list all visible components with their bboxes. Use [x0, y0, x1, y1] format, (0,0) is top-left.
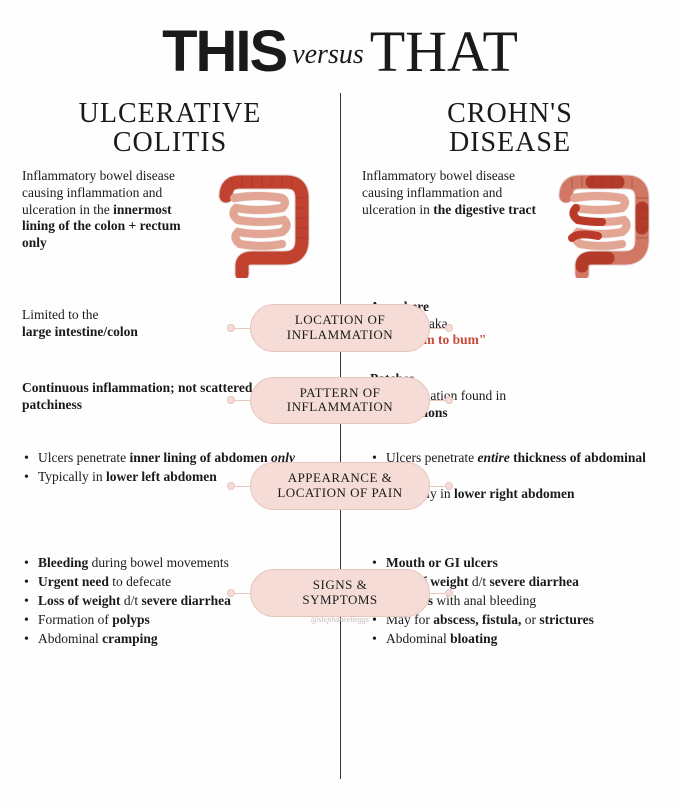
right-intro-bold: the digestive tract — [433, 202, 536, 217]
header-that: THAT — [370, 18, 518, 85]
compare-row: Limited to the large intestine/colonAnyw… — [0, 289, 680, 359]
category-pill: LOCATION OFINFLAMMATION — [250, 304, 430, 352]
columns-wrap: ULCERATIVECOLITIS Inflammatory bowel dis… — [0, 93, 680, 289]
intestine-icon-left — [208, 168, 318, 278]
compare-row: Ulcers penetrate inner lining of abdomen… — [0, 434, 680, 539]
category-pill: SIGNS &SYMPTOMS — [250, 569, 430, 617]
header: THIS versus THAT — [0, 0, 680, 93]
intestine-icon-right — [548, 168, 658, 278]
right-title: CROHN'SDISEASE — [362, 99, 658, 158]
right-column: CROHN'SDISEASE Inflammatory bowel diseas… — [340, 93, 680, 289]
vertical-divider — [340, 93, 341, 289]
pill-connector-dot — [227, 396, 235, 404]
pill-connector-dot — [227, 482, 235, 490]
left-intro-row: Inflammatory bowel disease causing infla… — [22, 168, 318, 288]
header-versus: versus — [292, 39, 364, 71]
compare-row: Bleeding during bowel movementsUrgent ne… — [0, 539, 680, 779]
header-this: THIS — [162, 18, 286, 85]
comparison-rows: Limited to the large intestine/colonAnyw… — [0, 289, 680, 779]
left-title: ULCERATIVECOLITIS — [22, 99, 318, 158]
pill-connector-dot — [227, 324, 235, 332]
category-pill: APPEARANCE &LOCATION OF PAIN — [250, 462, 430, 510]
pill-connector-dot — [227, 589, 235, 597]
right-intro-text: Inflammatory bowel disease causing infla… — [362, 168, 540, 219]
left-intro-text: Inflammatory bowel disease causing infla… — [22, 168, 200, 252]
compare-row: Continuous inflammation; not scattered &… — [0, 359, 680, 434]
pill-connector-dot — [445, 396, 453, 404]
right-intro-row: Inflammatory bowel disease causing infla… — [362, 168, 658, 288]
pill-connector-dot — [445, 324, 453, 332]
left-column: ULCERATIVECOLITIS Inflammatory bowel dis… — [0, 93, 340, 289]
category-pill: PATTERN OFINFLAMMATION — [250, 377, 430, 425]
pill-connector-dot — [445, 482, 453, 490]
pill-connector-dot — [445, 589, 453, 597]
